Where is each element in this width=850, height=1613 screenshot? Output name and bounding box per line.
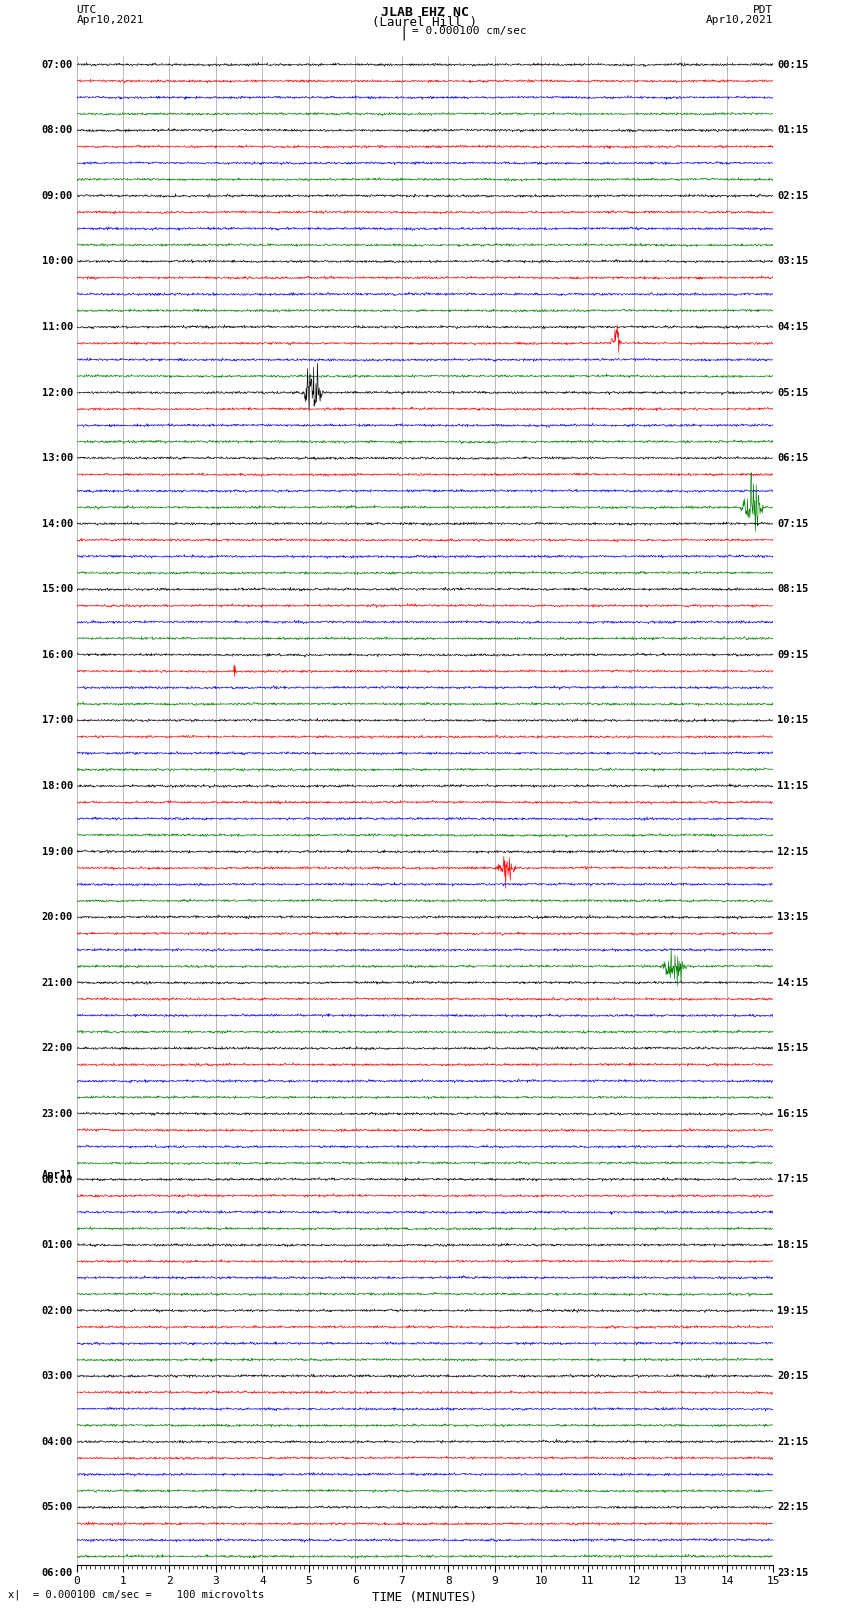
Text: 13:00: 13:00 xyxy=(42,453,73,463)
Text: 20:00: 20:00 xyxy=(42,911,73,923)
Text: 17:15: 17:15 xyxy=(777,1174,808,1184)
Text: 00:15: 00:15 xyxy=(777,60,808,69)
Text: 08:00: 08:00 xyxy=(42,126,73,135)
Text: 11:00: 11:00 xyxy=(42,323,73,332)
Text: 06:15: 06:15 xyxy=(777,453,808,463)
Text: 11:15: 11:15 xyxy=(777,781,808,790)
Text: 03:15: 03:15 xyxy=(777,256,808,266)
Text: 19:15: 19:15 xyxy=(777,1305,808,1316)
Text: 05:00: 05:00 xyxy=(42,1502,73,1513)
Text: (Laurel Hill ): (Laurel Hill ) xyxy=(372,16,478,29)
Text: 10:00: 10:00 xyxy=(42,256,73,266)
Text: 04:15: 04:15 xyxy=(777,323,808,332)
Text: 01:15: 01:15 xyxy=(777,126,808,135)
Text: 07:15: 07:15 xyxy=(777,519,808,529)
Text: 22:00: 22:00 xyxy=(42,1044,73,1053)
Text: Apr10,2021: Apr10,2021 xyxy=(76,15,144,24)
Text: 16:00: 16:00 xyxy=(42,650,73,660)
Text: 14:15: 14:15 xyxy=(777,977,808,987)
Text: 12:15: 12:15 xyxy=(777,847,808,857)
Text: 16:15: 16:15 xyxy=(777,1108,808,1119)
Text: 23:00: 23:00 xyxy=(42,1108,73,1119)
Text: 17:00: 17:00 xyxy=(42,716,73,726)
Text: 23:15: 23:15 xyxy=(777,1568,808,1578)
Text: UTC: UTC xyxy=(76,5,97,15)
Text: 00:00: 00:00 xyxy=(42,1176,73,1186)
Text: 09:15: 09:15 xyxy=(777,650,808,660)
Text: 13:15: 13:15 xyxy=(777,911,808,923)
Text: JLAB EHZ NC: JLAB EHZ NC xyxy=(381,6,469,19)
Text: 20:15: 20:15 xyxy=(777,1371,808,1381)
Text: PDT: PDT xyxy=(753,5,774,15)
Text: 12:00: 12:00 xyxy=(42,387,73,397)
Text: 21:15: 21:15 xyxy=(777,1437,808,1447)
Text: 02:15: 02:15 xyxy=(777,190,808,200)
Text: 08:15: 08:15 xyxy=(777,584,808,594)
Text: 15:00: 15:00 xyxy=(42,584,73,594)
Text: 18:15: 18:15 xyxy=(777,1240,808,1250)
X-axis label: TIME (MINUTES): TIME (MINUTES) xyxy=(372,1590,478,1603)
Text: Apr11: Apr11 xyxy=(42,1171,73,1181)
Text: |: | xyxy=(400,26,408,40)
Text: 06:00: 06:00 xyxy=(42,1568,73,1578)
Text: 15:15: 15:15 xyxy=(777,1044,808,1053)
Text: 21:00: 21:00 xyxy=(42,977,73,987)
Text: 07:00: 07:00 xyxy=(42,60,73,69)
Text: 10:15: 10:15 xyxy=(777,716,808,726)
Text: 18:00: 18:00 xyxy=(42,781,73,790)
Text: 14:00: 14:00 xyxy=(42,519,73,529)
Text: 05:15: 05:15 xyxy=(777,387,808,397)
Text: = 0.000100 cm/sec: = 0.000100 cm/sec xyxy=(412,26,527,35)
Text: Apr10,2021: Apr10,2021 xyxy=(706,15,774,24)
Text: 01:00: 01:00 xyxy=(42,1240,73,1250)
Text: x|  = 0.000100 cm/sec =    100 microvolts: x| = 0.000100 cm/sec = 100 microvolts xyxy=(8,1589,264,1600)
Text: 03:00: 03:00 xyxy=(42,1371,73,1381)
Text: 19:00: 19:00 xyxy=(42,847,73,857)
Text: 02:00: 02:00 xyxy=(42,1305,73,1316)
Text: 04:00: 04:00 xyxy=(42,1437,73,1447)
Text: 09:00: 09:00 xyxy=(42,190,73,200)
Text: 22:15: 22:15 xyxy=(777,1502,808,1513)
